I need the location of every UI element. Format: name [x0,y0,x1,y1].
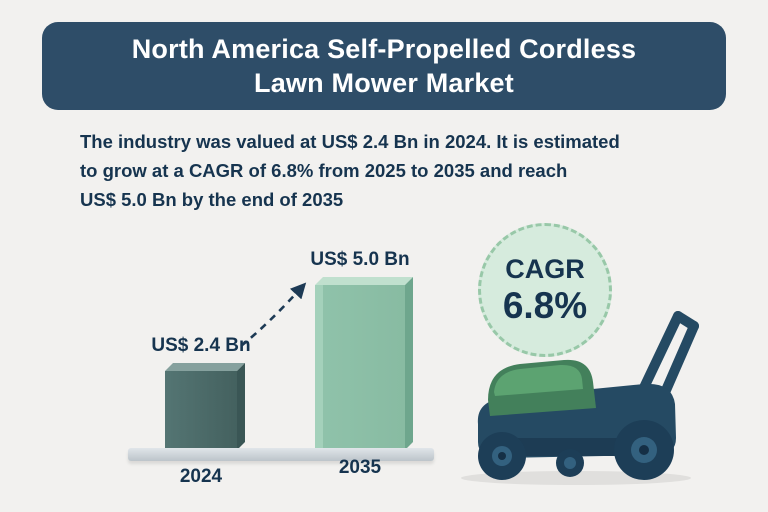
description-line2: to grow at a CAGR of 6.8% from 2025 to 2… [80,160,568,181]
cagr-badge: CAGR 6.8% [478,223,612,357]
cagr-label: CAGR [505,254,585,284]
cagr-value: 6.8% [502,285,588,326]
growth-arrow-icon [240,282,307,348]
mower-hood-top [494,364,583,396]
market-description: The industry was valued at US$ 2.4 Bn in… [80,127,620,214]
bar-2035-top [315,277,413,285]
bar-2024-front [165,371,237,450]
page-title-line1: North America Self-Propelled Cordless [131,34,637,64]
value-label-2035: US$ 5.0 Bn [310,249,410,270]
mower-wheels [478,420,674,480]
title-banner: North America Self-Propelled Cordless La… [42,22,726,110]
page-title-line2: Lawn Mower Market [254,68,514,98]
bar-2035 [315,285,405,450]
axis-label-2024: 2024 [179,466,223,487]
value-label-2024: US$ 2.4 Bn [151,335,251,356]
bar-2024-top [165,363,245,371]
bar-2035-front [315,285,405,450]
lawn-mower-illustration [461,311,699,485]
description-line3: US$ 5.0 Bn by the end of 2035 [80,189,344,210]
chart-platform [128,448,434,461]
bar-2035-side [405,277,413,450]
bar-2024-side [237,363,245,450]
bar-2024 [165,371,237,450]
axis-label-2035: 2035 [338,457,382,478]
description-line1: The industry was valued at US$ 2.4 Bn in… [80,131,620,152]
